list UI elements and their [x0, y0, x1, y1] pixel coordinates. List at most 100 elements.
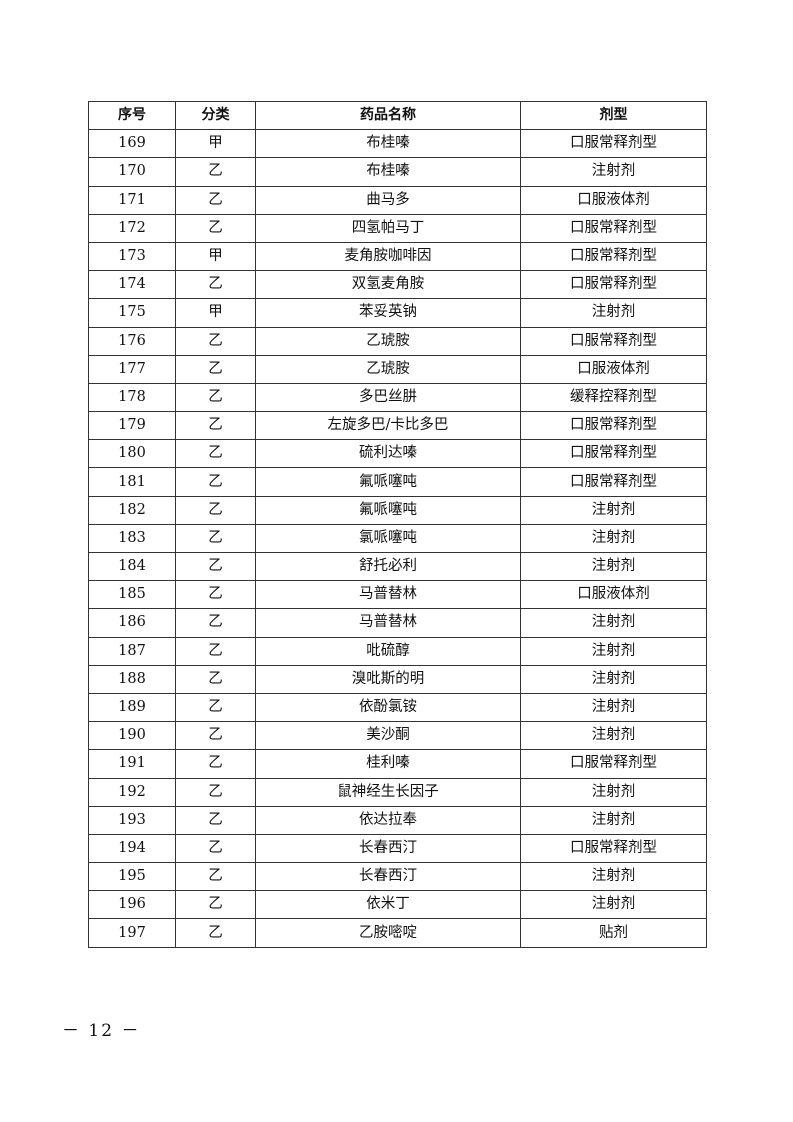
cell-category: 乙 [175, 721, 256, 751]
cell-drug-name: 乙琥胺 [255, 326, 521, 356]
table-row: 184 乙舒托必利 注射剂 [88, 551, 707, 582]
table-row: 186 乙马普替林 注射剂 [88, 608, 707, 638]
table-row: 193 乙依达拉奉 注射剂 [88, 805, 707, 835]
cell-dosage-form: 注射剂 [520, 777, 707, 807]
cell-category: 乙 [175, 580, 256, 610]
cell-dosage-form: 注射剂 [520, 608, 707, 638]
cell-dosage-form: 注射剂 [520, 862, 707, 892]
cell-dosage-form: 缓释控释剂型 [520, 382, 707, 413]
cell-category: 乙 [175, 439, 256, 469]
cell-drug-name: 依米丁 [255, 890, 521, 920]
table-row: 187 乙吡硫醇 注射剂 [88, 636, 707, 666]
cell-dosage-form: 口服常释剂型 [520, 467, 707, 497]
cell-drug-name: 苯妥英钠 [255, 298, 521, 328]
cell-dosage-form: 注射剂 [520, 551, 707, 582]
table-row: 179 乙左旋多巴/卡比多巴 口服常释剂型 [88, 411, 707, 441]
cell-serial-number: 176 [88, 326, 176, 356]
cell-dosage-form: 口服常释剂型 [520, 326, 707, 356]
cell-dosage-form: 口服常释剂型 [520, 749, 707, 779]
table-header-row: 序号 分类 药品名称 剂型 [88, 100, 707, 131]
cell-dosage-form: 注射剂 [520, 692, 707, 723]
header-serial-number: 序号 [88, 100, 176, 131]
cell-serial-number: 181 [88, 467, 176, 497]
cell-drug-name: 马普替林 [255, 608, 521, 638]
cell-drug-name: 四氢帕马丁 [255, 213, 521, 243]
table-row: 197 乙乙胺嘧啶 贴剂 [88, 918, 707, 948]
cell-category: 乙 [175, 467, 256, 497]
table-row: 190 乙美沙酮 注射剂 [88, 721, 707, 751]
cell-drug-name: 美沙酮 [255, 721, 521, 751]
cell-serial-number: 178 [88, 382, 176, 413]
cell-serial-number: 184 [88, 551, 176, 582]
cell-drug-name: 左旋多巴/卡比多巴 [255, 411, 521, 441]
cell-dosage-form: 口服常释剂型 [520, 411, 707, 441]
table-row: 188 乙溴吡斯的明 注射剂 [88, 664, 707, 694]
cell-dosage-form: 贴剂 [520, 918, 707, 948]
table-row: 178 乙多巴丝肼 缓释控释剂型 [88, 382, 707, 413]
table-row: 196 乙依米丁 注射剂 [88, 890, 707, 920]
table-row: 171 乙曲马多 口服液体剂 [88, 185, 707, 215]
cell-serial-number: 196 [88, 890, 176, 920]
table-row: 174 乙双氢麦角胺 口服常释剂型 [88, 270, 707, 300]
table-row: 176 乙乙琥胺 口服常释剂型 [88, 326, 707, 356]
cell-drug-name: 硫利达嗪 [255, 439, 521, 469]
cell-drug-name: 依酚氯铵 [255, 692, 521, 723]
header-drug-name: 药品名称 [255, 100, 521, 131]
table-row: 189 乙依酚氯铵 注射剂 [88, 692, 707, 723]
cell-drug-name: 长春西汀 [255, 862, 521, 892]
page-number: － 12 － [62, 1021, 141, 1041]
cell-category: 乙 [175, 270, 256, 300]
cell-category: 乙 [175, 664, 256, 694]
cell-dosage-form: 注射剂 [520, 157, 707, 187]
cell-category: 乙 [175, 382, 256, 413]
cell-serial-number: 187 [88, 636, 176, 666]
cell-serial-number: 188 [88, 664, 176, 694]
cell-serial-number: 190 [88, 721, 176, 751]
cell-drug-name: 依达拉奉 [255, 805, 521, 835]
cell-drug-name: 马普替林 [255, 580, 521, 610]
cell-drug-name: 溴吡斯的明 [255, 664, 521, 694]
cell-serial-number: 197 [88, 918, 176, 948]
cell-category: 乙 [175, 326, 256, 356]
cell-drug-name: 双氢麦角胺 [255, 270, 521, 300]
cell-category: 乙 [175, 692, 256, 723]
table-row: 172 乙四氢帕马丁 口服常释剂型 [88, 213, 707, 243]
cell-dosage-form: 注射剂 [520, 805, 707, 835]
cell-serial-number: 172 [88, 213, 176, 243]
table-row: 181 乙氟哌噻吨 口服常释剂型 [88, 467, 707, 497]
cell-category: 乙 [175, 890, 256, 920]
cell-serial-number: 179 [88, 411, 176, 441]
cell-dosage-form: 口服常释剂型 [520, 129, 707, 159]
cell-drug-name: 布桂嗪 [255, 129, 521, 159]
table-row: 170 乙布桂嗪 注射剂 [88, 157, 707, 187]
cell-serial-number: 169 [88, 129, 176, 159]
cell-dosage-form: 口服常释剂型 [520, 213, 707, 243]
cell-serial-number: 192 [88, 777, 176, 807]
cell-category: 乙 [175, 636, 256, 666]
cell-dosage-form: 口服常释剂型 [520, 241, 707, 272]
cell-dosage-form: 口服液体剂 [520, 185, 707, 215]
table-row: 182 乙氟哌噻吨 注射剂 [88, 495, 707, 525]
cell-serial-number: 177 [88, 354, 176, 384]
table-row: 185 乙马普替林 口服液体剂 [88, 580, 707, 610]
cell-dosage-form: 注射剂 [520, 721, 707, 751]
cell-drug-name: 乙胺嘧啶 [255, 918, 521, 948]
cell-serial-number: 194 [88, 833, 176, 864]
cell-category: 乙 [175, 608, 256, 638]
cell-dosage-form: 注射剂 [520, 298, 707, 328]
cell-serial-number: 180 [88, 439, 176, 469]
cell-drug-name: 麦角胺咖啡因 [255, 241, 521, 272]
cell-drug-name: 乙琥胺 [255, 354, 521, 384]
table-row: 183 乙氯哌噻吨 注射剂 [88, 523, 707, 554]
table-row: 175 甲苯妥英钠 注射剂 [88, 298, 707, 328]
cell-serial-number: 170 [88, 157, 176, 187]
cell-dosage-form: 注射剂 [520, 495, 707, 525]
cell-category: 乙 [175, 354, 256, 384]
cell-category: 乙 [175, 495, 256, 525]
table-row: 177 乙乙琥胺 口服液体剂 [88, 354, 707, 384]
cell-category: 乙 [175, 185, 256, 215]
cell-category: 乙 [175, 918, 256, 948]
cell-serial-number: 191 [88, 749, 176, 779]
cell-serial-number: 186 [88, 608, 176, 638]
header-category: 分类 [175, 100, 256, 131]
